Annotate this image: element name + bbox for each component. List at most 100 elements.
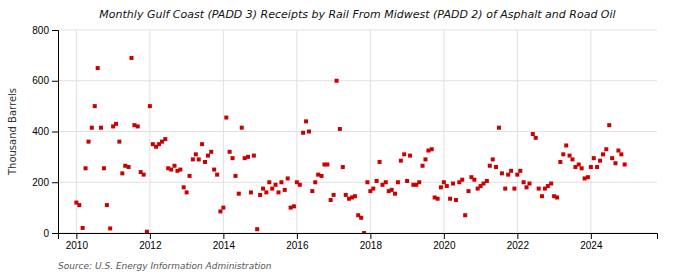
point <box>93 104 97 108</box>
grid-line-x <box>590 30 591 233</box>
point <box>344 193 348 197</box>
point <box>564 143 568 147</box>
point <box>430 147 434 151</box>
grid-line-y <box>58 131 657 132</box>
point <box>399 159 403 163</box>
x-tick-mark <box>150 233 151 239</box>
y-tick: 600 <box>32 75 58 86</box>
point <box>616 149 620 153</box>
point <box>81 226 85 230</box>
y-tick-mark <box>52 182 58 183</box>
point <box>454 198 458 202</box>
point <box>129 56 133 60</box>
point <box>375 179 379 183</box>
points <box>74 56 626 233</box>
point <box>99 126 103 130</box>
point <box>378 160 382 164</box>
point <box>558 160 562 164</box>
point <box>274 183 278 187</box>
point <box>218 209 222 213</box>
y-tick-mark <box>52 233 58 234</box>
point <box>506 173 510 177</box>
point <box>233 174 237 178</box>
point <box>228 150 232 154</box>
grid-line-y <box>58 30 657 31</box>
point <box>197 157 201 161</box>
point <box>540 194 544 198</box>
point <box>114 122 118 126</box>
chart: 2010201220142016201820202022202402004006… <box>0 0 675 275</box>
x-axis: 20102012201420162018202020222024 <box>59 233 658 251</box>
point <box>396 180 400 184</box>
y-tick: 800 <box>32 25 58 36</box>
point <box>598 159 602 163</box>
point <box>522 180 526 184</box>
point <box>182 185 186 189</box>
y-axis-line <box>52 31 59 234</box>
point <box>592 156 596 160</box>
y-tick-mark <box>52 132 58 133</box>
point <box>436 197 440 201</box>
point <box>258 193 262 197</box>
point <box>200 142 204 146</box>
point <box>313 180 317 184</box>
point <box>405 179 409 183</box>
point <box>408 154 412 158</box>
source: Source: U.S. Energy Information Administ… <box>58 261 272 271</box>
x-tick: 2018 <box>360 233 383 251</box>
x-tick-mark <box>591 233 592 239</box>
y-tick-label: 0 <box>43 228 49 239</box>
point <box>188 174 192 178</box>
point <box>577 162 581 166</box>
point <box>304 119 308 123</box>
point <box>417 180 421 184</box>
point <box>117 140 121 144</box>
point <box>503 187 507 191</box>
point <box>525 185 529 189</box>
y-axis-title: Thousand Barrels <box>7 88 18 176</box>
x-tick-mark <box>370 233 371 239</box>
point <box>332 193 336 197</box>
point <box>451 182 455 186</box>
point <box>527 182 531 186</box>
point <box>249 190 253 194</box>
point <box>212 168 216 172</box>
grid-line-x <box>443 30 444 233</box>
point <box>595 165 599 169</box>
point <box>224 116 228 120</box>
point <box>231 156 235 160</box>
point <box>240 126 244 130</box>
grid-line-x <box>370 30 371 233</box>
point <box>586 175 590 179</box>
grid <box>58 30 657 233</box>
x-tick-mark <box>297 233 298 239</box>
point <box>359 216 363 220</box>
x-tick-label: 2016 <box>286 240 309 251</box>
point <box>246 155 250 159</box>
x-tick-label: 2018 <box>360 240 383 251</box>
point <box>276 190 280 194</box>
x-tick-mark <box>517 233 518 239</box>
y-tick-label: 800 <box>32 25 49 36</box>
point <box>442 180 446 184</box>
x-tick-label: 2024 <box>580 240 603 251</box>
point <box>84 166 88 170</box>
point <box>500 171 504 175</box>
x-axis-line <box>59 234 658 240</box>
point <box>421 164 425 168</box>
point <box>136 124 140 128</box>
point <box>203 160 207 164</box>
x-tick: 2014 <box>213 233 236 251</box>
y-tick: 0 <box>43 228 58 239</box>
point <box>570 157 574 161</box>
x-tick-label: 2010 <box>66 240 89 251</box>
point <box>148 104 152 108</box>
point <box>252 154 256 158</box>
x-tick: 2022 <box>507 233 530 251</box>
point <box>310 189 314 193</box>
point <box>145 230 149 233</box>
point <box>353 194 357 198</box>
point <box>497 126 501 130</box>
point <box>580 166 584 170</box>
point <box>488 164 492 168</box>
